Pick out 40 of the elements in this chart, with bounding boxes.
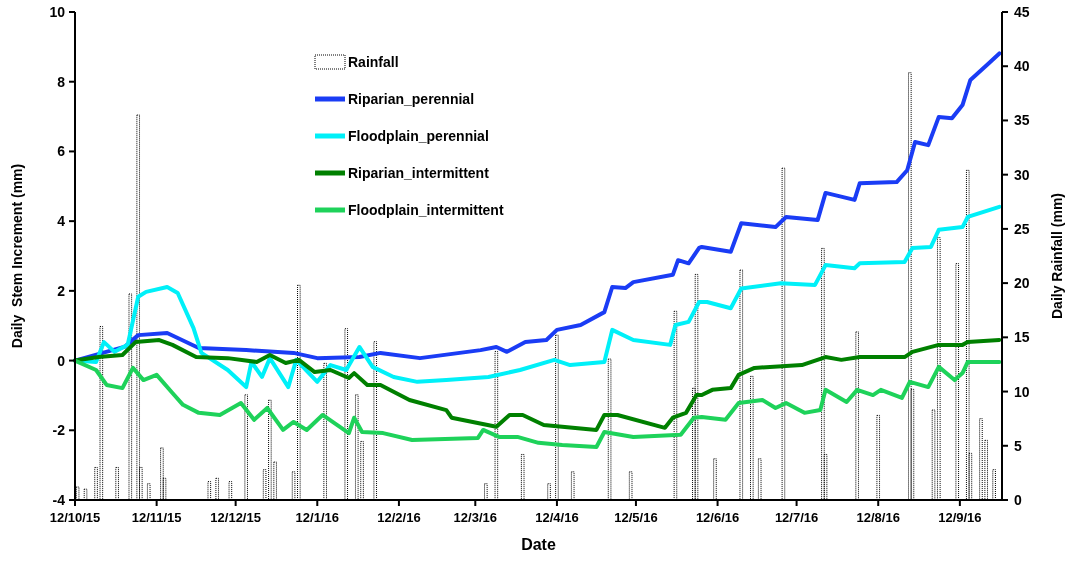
x-tick-label: 12/9/16: [938, 510, 982, 525]
legend-label: Rainfall: [348, 54, 399, 70]
x-tick-label: 12/5/16: [614, 510, 658, 525]
y2-tick-label: 30: [1014, 166, 1030, 183]
y2-tick-label: 45: [1014, 4, 1030, 20]
y-tick-label: -2: [52, 422, 66, 439]
y2-tick-label: 40: [1014, 58, 1030, 75]
y2-tick-label: 20: [1014, 275, 1030, 292]
y-tick-label: 8: [57, 73, 66, 90]
legend-label: Riparian_intermittent: [348, 165, 490, 181]
y-tick-label: 0: [57, 352, 66, 369]
y2-axis-title: Daily Rainfall (mm): [1049, 192, 1065, 320]
x-tick-label: 12/7/16: [774, 510, 819, 525]
y2-tick-label: 15: [1014, 329, 1030, 346]
y-axis-title: Daily Stem Increment (mm): [9, 163, 25, 349]
y2-tick-label: 5: [1014, 437, 1022, 454]
y2-tick-label: 10: [1014, 383, 1030, 400]
x-tick-label: 12/11/15: [131, 510, 182, 525]
x-tick-label: 12/3/16: [453, 510, 497, 525]
x-tick-label: 12/12/15: [210, 510, 261, 525]
x-tick-label: 12/8/16: [856, 510, 900, 525]
line-series: [73, 338, 1002, 432]
legend-label: Riparian_perennial: [348, 91, 475, 107]
y-tick-label: 6: [57, 143, 66, 160]
line-series: [73, 358, 1002, 450]
x-axis-title: Date: [521, 536, 556, 553]
legend-label: Floodplain_perennial: [348, 128, 489, 144]
y2-tick-label: 25: [1014, 220, 1030, 237]
y-tick-label: 10: [49, 4, 66, 20]
y2-tick-label: 0: [1014, 492, 1022, 508]
x-tick-label: 12/10/15: [49, 510, 101, 525]
x-tick-label: 12/1/16: [295, 510, 339, 525]
x-tick-label: 12/2/16: [377, 510, 421, 525]
x-tick-label: 12/4/16: [535, 510, 579, 525]
legend-label: Floodplain_intermittent: [348, 202, 504, 218]
y2-tick-label: 35: [1014, 112, 1030, 129]
y-tick-label: -4: [52, 492, 66, 508]
y-tick-label: 4: [57, 213, 66, 230]
y-tick-label: 2: [57, 282, 66, 299]
x-tick-label: 12/6/16: [695, 510, 740, 525]
